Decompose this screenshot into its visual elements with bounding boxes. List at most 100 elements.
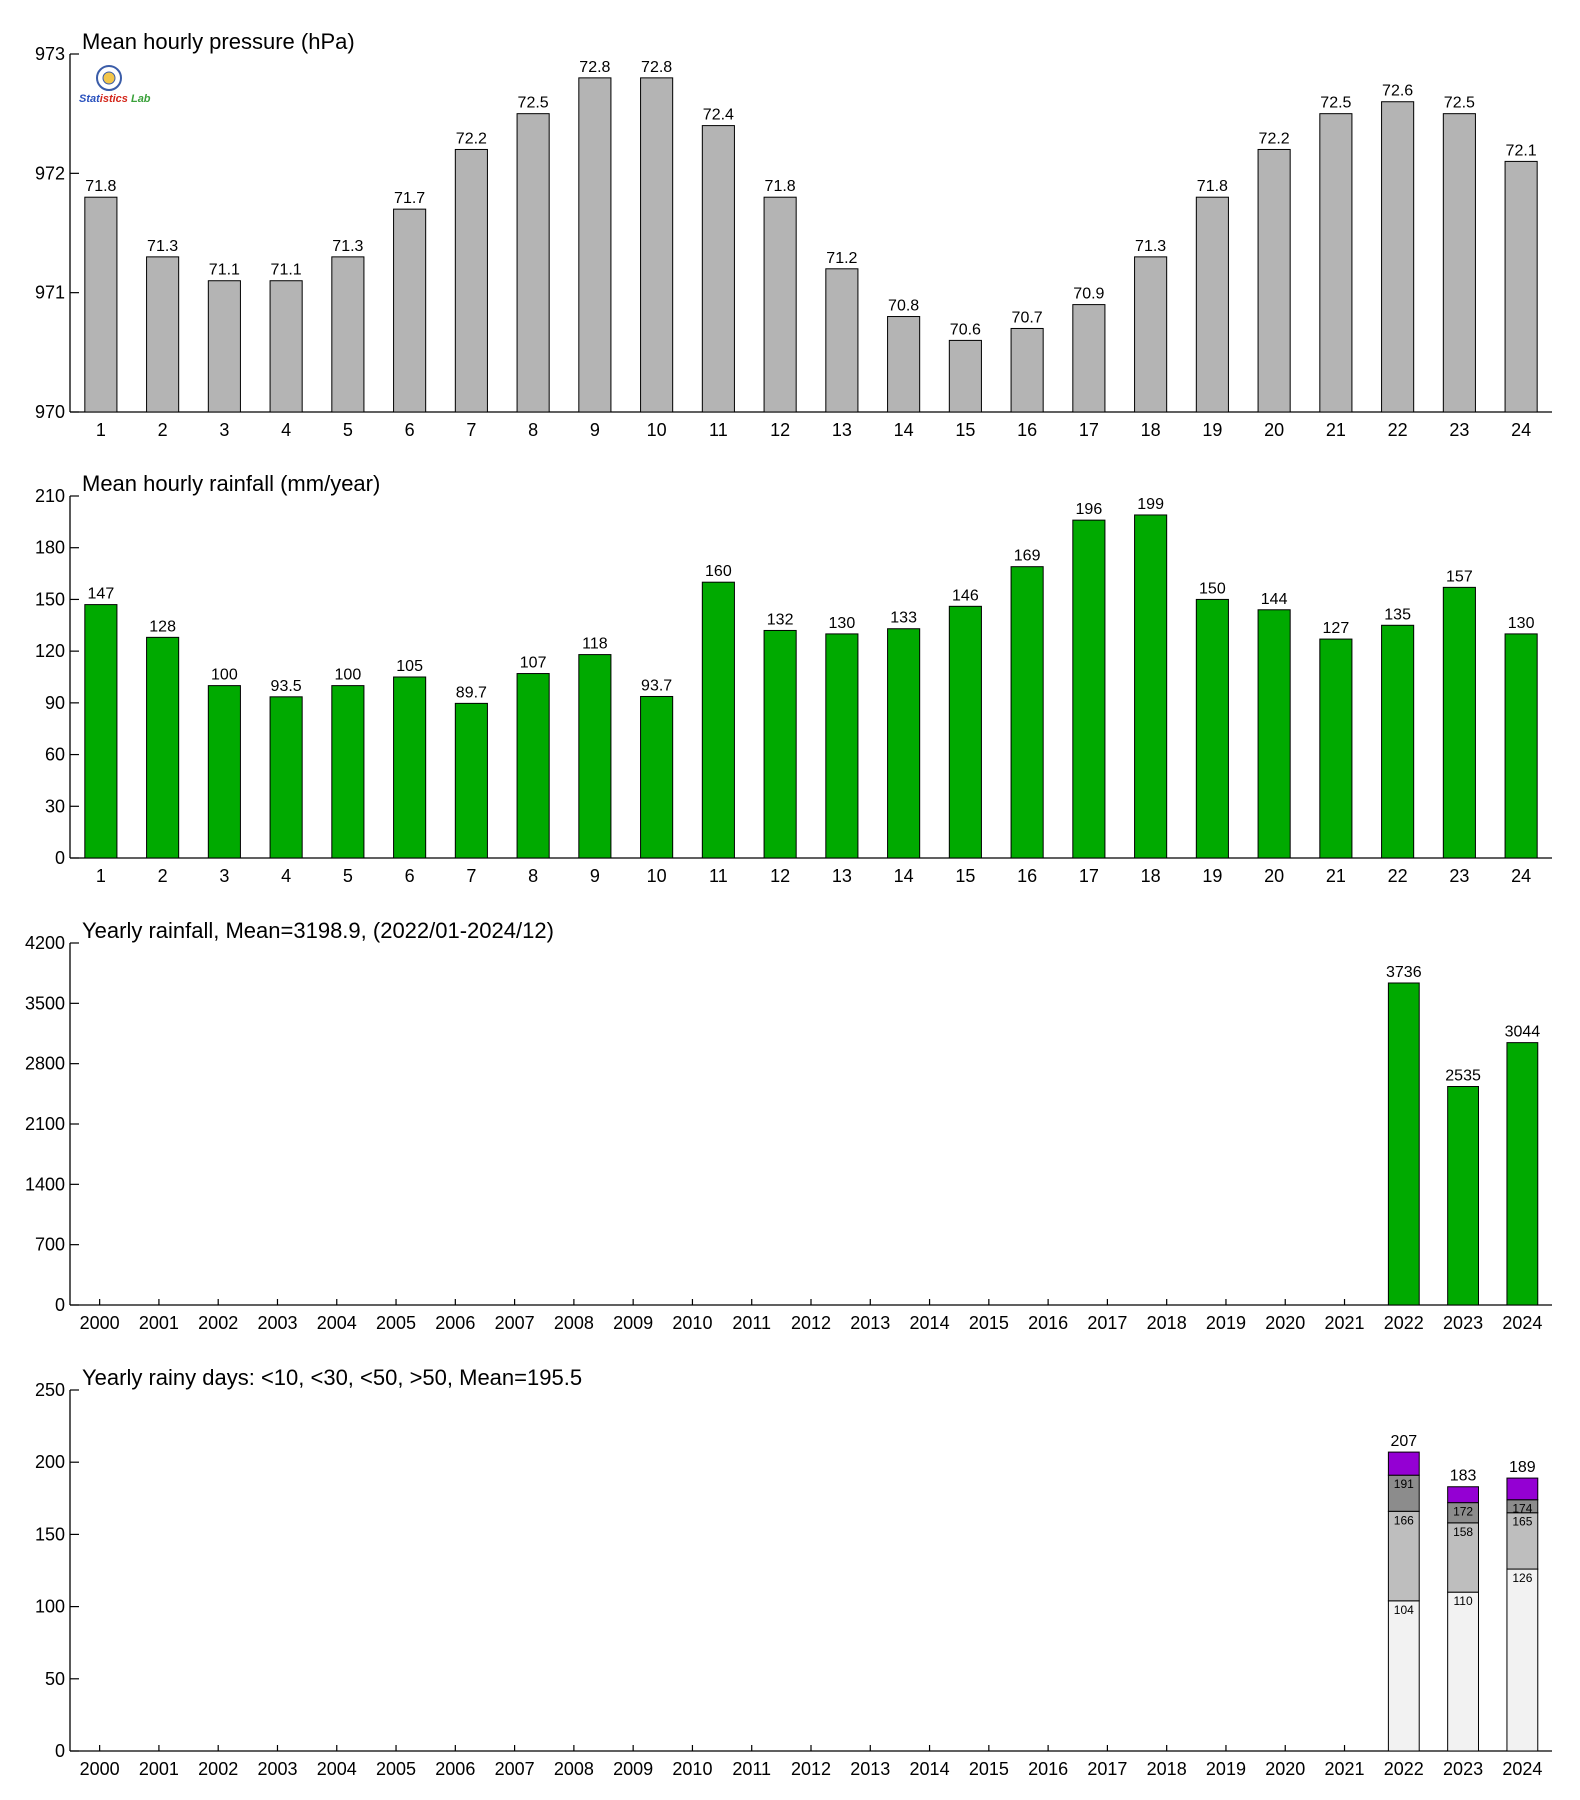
x-tick-label: 7 xyxy=(466,420,476,440)
bar-value-label: 72.4 xyxy=(703,107,734,124)
x-tick-label: 2016 xyxy=(1028,1759,1068,1779)
x-tick-label: 21 xyxy=(1326,420,1346,440)
bar xyxy=(887,628,921,859)
bar xyxy=(1010,566,1044,859)
bar-value-label: 71.3 xyxy=(147,238,178,255)
bar xyxy=(1442,113,1476,413)
bar-value-label: 70.8 xyxy=(888,298,919,315)
x-tick-label: 2001 xyxy=(139,1313,179,1333)
x-tick-label: 2018 xyxy=(1147,1759,1187,1779)
bar xyxy=(454,702,488,859)
y-tick-label: 973 xyxy=(35,44,65,64)
bar-value-label: 135 xyxy=(1384,606,1411,623)
x-tick-label: 2022 xyxy=(1384,1759,1424,1779)
bar-value-label: 70.7 xyxy=(1012,309,1043,326)
y-tick-label: 100 xyxy=(35,1597,65,1617)
bar xyxy=(763,629,797,859)
x-tick-label: 2015 xyxy=(969,1313,1009,1333)
bar-value-label: 130 xyxy=(829,615,856,632)
x-tick-label: 2007 xyxy=(495,1313,535,1333)
bar xyxy=(825,268,859,413)
stacked-bar-segment xyxy=(1387,1510,1420,1602)
bar xyxy=(1257,609,1291,859)
x-tick-label: 2005 xyxy=(376,1759,416,1779)
bar-value-label: 72.6 xyxy=(1382,83,1413,100)
y-tick-label: 970 xyxy=(35,402,65,422)
bar-value-label: 89.7 xyxy=(456,684,487,701)
bar xyxy=(516,113,550,413)
bar xyxy=(701,581,735,859)
x-tick-label: 2003 xyxy=(257,1313,297,1333)
x-tick-label: 2020 xyxy=(1265,1313,1305,1333)
y-tick-label: 3500 xyxy=(25,993,65,1013)
bar xyxy=(948,605,982,859)
bar-value-label: 160 xyxy=(705,563,732,580)
bar-value-label: 72.2 xyxy=(1259,130,1290,147)
x-tick-label: 2 xyxy=(158,420,168,440)
x-tick-label: 2009 xyxy=(613,1759,653,1779)
bar xyxy=(1506,1042,1539,1306)
bar-value-label: 169 xyxy=(1014,548,1041,565)
bar-value-label: 71.1 xyxy=(209,262,240,279)
x-tick-label: 15 xyxy=(955,420,975,440)
y-tick-label: 4200 xyxy=(25,933,65,953)
x-tick-label: 2012 xyxy=(791,1313,831,1333)
x-tick-label: 2007 xyxy=(495,1759,535,1779)
stacked-bar-total-label: 207 xyxy=(1390,1433,1417,1450)
bar xyxy=(1447,1086,1479,1306)
bar xyxy=(146,636,180,859)
chart-hourly-rainfall: Mean hourly rainfall (mm/year)0306090120… xyxy=(35,471,1552,886)
x-tick-label: 5 xyxy=(343,420,353,440)
bar-value-label: 72.5 xyxy=(1320,95,1351,112)
x-tick-label: 15 xyxy=(955,866,975,886)
x-tick-label: 23 xyxy=(1449,866,1469,886)
x-tick-label: 16 xyxy=(1017,866,1037,886)
x-tick-label: 2008 xyxy=(554,1759,594,1779)
x-tick-label: 2020 xyxy=(1265,1759,1305,1779)
bar-value-label: 70.6 xyxy=(950,321,981,338)
y-tick-label: 2100 xyxy=(25,1114,65,1134)
bar-value-label: 70.9 xyxy=(1073,286,1104,303)
bar xyxy=(825,633,859,859)
x-tick-label: 2021 xyxy=(1324,1313,1364,1333)
x-tick-label: 2023 xyxy=(1443,1759,1483,1779)
bar-value-label: 72.8 xyxy=(579,59,610,76)
y-tick-label: 120 xyxy=(35,641,65,661)
x-tick-label: 3 xyxy=(219,866,229,886)
stacked-bar-segment xyxy=(1506,1477,1539,1501)
x-tick-label: 2024 xyxy=(1502,1313,1542,1333)
y-tick-label: 0 xyxy=(55,848,65,868)
stacked-bar-segment xyxy=(1387,1474,1420,1512)
bar-value-label: 71.1 xyxy=(271,262,302,279)
x-tick-label: 4 xyxy=(281,866,291,886)
x-tick-label: 2022 xyxy=(1384,1313,1424,1333)
bar-value-label: 150 xyxy=(1199,580,1226,597)
x-tick-label: 2016 xyxy=(1028,1313,1068,1333)
chart-title: Yearly rainfall, Mean=3198.9, (2022/01-2… xyxy=(82,918,554,943)
chart-yearly-rainfall: Yearly rainfall, Mean=3198.9, (2022/01-2… xyxy=(25,918,1552,1333)
bar xyxy=(1381,101,1415,413)
x-tick-label: 2019 xyxy=(1206,1313,1246,1333)
x-tick-label: 16 xyxy=(1017,420,1037,440)
x-tick-label: 2005 xyxy=(376,1313,416,1333)
bar-value-label: 157 xyxy=(1446,568,1473,585)
chart-yearly-rainy-days: Yearly rainy days: <10, <30, <50, >50, M… xyxy=(35,1365,1552,1779)
bar xyxy=(269,280,303,413)
bar xyxy=(269,696,303,859)
x-tick-label: 6 xyxy=(405,420,415,440)
bar xyxy=(207,685,241,859)
bar xyxy=(393,208,427,413)
bar xyxy=(640,77,674,413)
bar-value-label: 147 xyxy=(88,586,115,603)
bar xyxy=(1257,148,1291,413)
stacked-bar-segment xyxy=(1506,1568,1539,1752)
bar-value-label: 72.2 xyxy=(456,130,487,147)
stacked-bar-segment-label: 104 xyxy=(1394,1603,1414,1617)
x-tick-label: 2004 xyxy=(317,1759,357,1779)
x-tick-label: 20 xyxy=(1264,420,1284,440)
x-tick-label: 19 xyxy=(1202,866,1222,886)
y-tick-label: 50 xyxy=(45,1669,65,1689)
stacked-bar-segment-label: 126 xyxy=(1512,1571,1532,1585)
x-tick-label: 2011 xyxy=(732,1313,771,1333)
x-tick-label: 2023 xyxy=(1443,1313,1483,1333)
